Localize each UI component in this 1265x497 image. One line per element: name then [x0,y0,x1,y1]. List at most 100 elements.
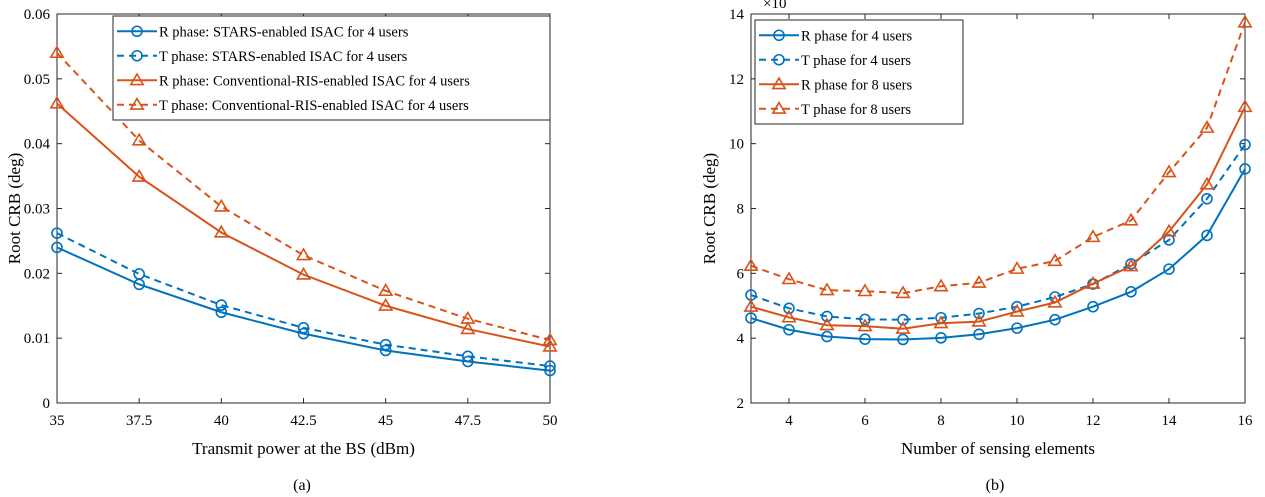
data-point [971,274,987,288]
series-3 [743,99,1253,334]
y-tick-label: 0.03 [24,202,50,218]
data-point [131,132,147,146]
data-point [1199,120,1215,133]
series-2 [745,138,1251,326]
legend-box [112,15,551,121]
data-point [781,271,797,285]
data-point [379,338,392,351]
data-point [1125,286,1137,298]
data-point [821,330,833,343]
data-point [1009,303,1025,317]
data-point [1047,294,1063,308]
x-tick-label: 50 [543,413,558,429]
y-tick-label: 0.02 [24,266,50,282]
series-3 [49,95,558,352]
data-point [297,321,310,334]
data-point [51,227,63,239]
legend-marker [129,96,145,110]
data-point [462,350,474,363]
x-tick-label: 47.5 [455,413,481,429]
data-point [295,247,312,261]
legend-marker [131,49,143,62]
y-tick-label: 6 [737,266,745,282]
y-tick-label: 0.04 [24,137,51,153]
data-point [215,299,228,311]
data-point [544,360,556,372]
y-tick-label: 0.06 [24,7,51,23]
data-point [1163,234,1175,246]
y-tick-label: 12 [729,72,744,88]
legend-label: T phase for 4 users [801,53,911,69]
data-point [973,307,985,320]
data-point [783,323,795,336]
data-point [1237,99,1253,113]
data-point [1239,138,1251,151]
data-point [1161,223,1177,237]
y-axis-label: Root CRB (deg) [700,153,719,264]
series-line [750,22,1246,295]
x-tick-label: 10 [1010,413,1025,429]
legend: R phase: STARS-enabled ISAC for 4 users T… [112,15,551,121]
y-tick-label: 0 [43,396,51,412]
data-point [460,321,476,335]
data-point [933,315,949,329]
data-point [1011,322,1023,334]
y-tick-label: 4 [737,331,745,347]
data-point [1201,229,1213,242]
x-tick-label: 40 [214,413,229,429]
data-point [973,328,985,341]
caption-b: (b) [986,477,1005,494]
y-exponent-label: ×10 [763,0,786,12]
data-point [743,298,759,312]
x-tick-label: 14 [1162,413,1178,429]
data-point [1009,261,1025,274]
series-2 [51,227,556,372]
data-point [544,364,556,377]
data-point [1239,163,1251,175]
data-point [1123,212,1139,226]
legend-label: T phase for 8 users [801,102,911,118]
series-1 [745,163,1251,346]
data-point [897,333,909,346]
series-line [750,168,1246,341]
data-point [895,285,911,299]
data-point [859,333,871,345]
legend-marker [773,53,785,66]
data-point [857,283,873,297]
chart-a: 35 37.5 40 42.5 45 47.5 50 0 0.01 0.02 0.03 0.04 0.0… [5,7,558,458]
x-tick-label: 45 [378,413,393,429]
y-tick-label: 8 [737,202,745,218]
data-point [131,168,147,182]
data-point [295,266,312,280]
data-point [378,283,394,296]
data-point [933,278,949,292]
series-line [56,102,551,348]
data-point [462,355,474,368]
x-tick-label: 12 [1086,413,1101,429]
series-1 [51,241,556,377]
data-point [819,282,835,296]
data-point [1163,263,1175,275]
data-point [1085,275,1101,289]
data-point [51,241,63,254]
series-line [56,232,551,368]
x-tick-label: 6 [861,413,869,429]
legend-label: R phase: Conventional-RIS-enabled ISAC f… [159,73,470,89]
series-line [56,52,551,342]
data-point [133,268,145,280]
x-tick-label: 16 [1238,413,1254,429]
data-point [819,317,835,331]
legend-label: R phase: STARS-enabled ISAC for 4 users [159,24,409,40]
data-point [1085,229,1101,243]
legend-marker [771,76,787,90]
data-point [1087,300,1099,313]
legend-label: T phase: Conventional-RIS-enabled ISAC f… [159,98,469,114]
x-tick-label: 35 [50,413,65,429]
data-point [1237,14,1253,28]
data-point [745,312,757,324]
legend-marker [773,29,785,42]
data-point [460,310,476,324]
data-point [378,297,394,311]
x-tick-label: 37.5 [126,413,152,429]
